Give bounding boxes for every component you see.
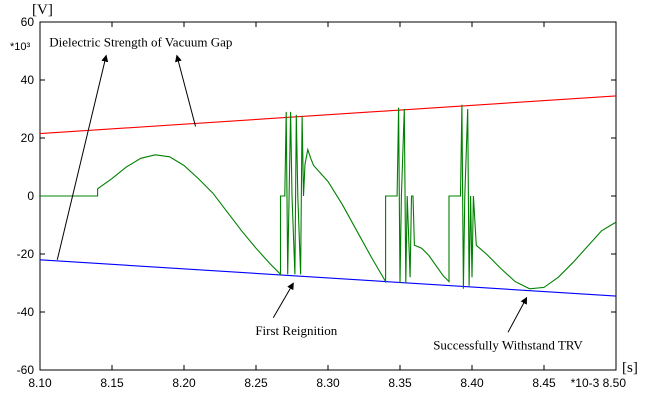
- arrow-first-reignition: [272, 282, 294, 319]
- dielectric-strength-line: [39, 95, 617, 135]
- series-layer: [39, 95, 617, 297]
- x-tick-label: 8.25: [244, 376, 268, 390]
- y-tick-label: 0: [27, 189, 34, 203]
- plot-axes: 60 40 20 0 -20 -40 -608.10 8.15 8.20 8.25 8.30 8.35…: [17, 15, 627, 390]
- annotation-first-reignition: First Reignition: [255, 323, 337, 338]
- y-axis-label: [V]: [32, 2, 53, 18]
- annotation-dielectric-strength: Dielectric Strength of Vacuum Gap: [49, 35, 232, 50]
- lower-bound-line: [39, 259, 617, 297]
- arrow-withstand-trv: [507, 296, 528, 333]
- y-tick-label: 40: [21, 73, 35, 87]
- voltage-trace-line: [40, 104, 617, 290]
- x-axis-label: [s]: [622, 360, 638, 376]
- x-tick-label: 8.45: [532, 376, 556, 390]
- x-tick-label: 8.20: [172, 376, 196, 390]
- x-tick-label: 8.15: [100, 376, 124, 390]
- y-tick-label: -40: [17, 305, 35, 319]
- y-tick-label: -20: [17, 247, 35, 261]
- plot-frame: [39, 21, 617, 371]
- x-tick-label: 8.10: [28, 376, 52, 390]
- arrow-to-lower-line: [56, 54, 109, 260]
- y-tick-label: -60: [17, 363, 35, 377]
- x-tick-label: 8.35: [388, 376, 412, 390]
- axis-labels: [V] *10³ [s]: [10, 2, 638, 376]
- annotation-withstand-trv: Successfully Withstand TRV: [433, 338, 583, 353]
- y-tick-label: 20: [21, 131, 35, 145]
- x-tick-label: 8.30: [316, 376, 340, 390]
- x-tick-label: *10-3 8.50: [571, 376, 627, 390]
- y-axis-multiplier: *10³: [10, 41, 31, 53]
- y-tick-label: 60: [21, 15, 35, 29]
- x-tick-label: 8.40: [460, 376, 484, 390]
- annotation-layer: Dielectric Strength of Vacuum Gap First R…: [49, 35, 583, 353]
- arrow-to-upper-line: [175, 54, 197, 127]
